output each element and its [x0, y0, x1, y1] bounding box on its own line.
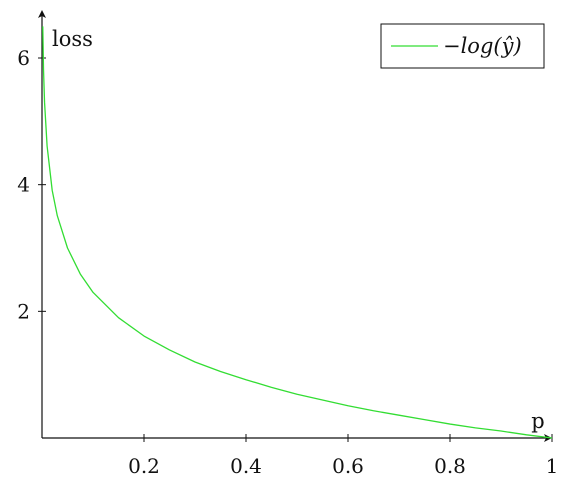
y-axis-arrowhead	[38, 10, 46, 18]
x-tick-label: 0.8	[434, 454, 466, 478]
axes	[38, 10, 552, 442]
series-line-0	[42, 26, 553, 439]
y-tick-label: 2	[17, 299, 30, 323]
x-tick-label: 0.2	[128, 454, 160, 478]
y-tick-label: 4	[17, 173, 30, 197]
series-layer	[42, 26, 553, 439]
y-axis-label: loss	[52, 27, 93, 51]
x-ticks: 0.2 0.4 0.6 0.8 1	[128, 434, 558, 478]
y-ticks: 2 4 6	[17, 46, 46, 323]
x-tick-label: 0.6	[332, 454, 364, 478]
x-tick-label: 1	[546, 454, 559, 478]
legend-entry-label: −log(ŷ)	[443, 34, 522, 58]
x-axis-label: p	[531, 409, 544, 433]
y-tick-label: 6	[17, 46, 30, 70]
legend: −log(ŷ)	[380, 23, 545, 69]
x-tick-label: 0.4	[230, 454, 262, 478]
